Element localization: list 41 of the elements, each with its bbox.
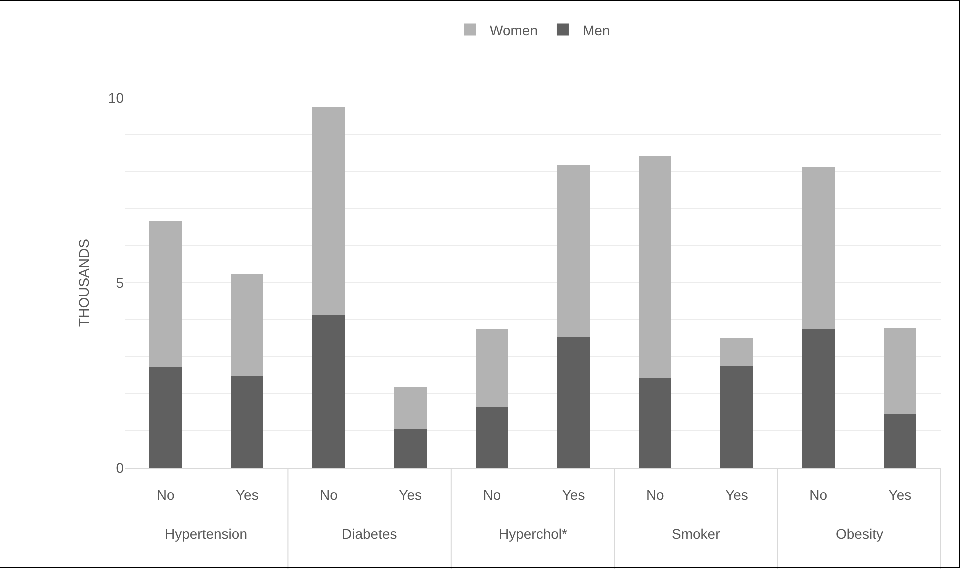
bar — [476, 406, 509, 468]
x-tick-label: Yes — [888, 486, 912, 503]
bar — [394, 387, 427, 429]
bar — [476, 329, 509, 407]
bar — [557, 337, 590, 468]
y-tick-label: 5 — [116, 274, 124, 291]
bar — [802, 167, 835, 330]
text: Smoker — [672, 526, 721, 542]
bar — [231, 376, 264, 468]
y-tick-label: 10 — [108, 90, 124, 106]
x-tick-label: No — [810, 486, 828, 503]
bar — [639, 156, 672, 378]
bar — [149, 368, 182, 468]
bar — [557, 166, 590, 338]
x-tick-label: Yes — [726, 486, 748, 503]
bar — [149, 220, 182, 368]
bar — [312, 315, 346, 468]
bar — [639, 378, 672, 468]
y-axis-title: THOUSANDS — [76, 239, 92, 327]
legend-label: Men — [582, 22, 610, 38]
x-tick-label: No — [646, 486, 665, 503]
bar — [231, 274, 264, 376]
bar — [802, 330, 835, 468]
x-tick-label: No — [156, 486, 175, 503]
bar — [884, 328, 917, 414]
x-tick-label: Yes — [562, 486, 586, 503]
bar — [394, 428, 427, 468]
text: Obesity — [836, 526, 884, 542]
text: Diabetes — [342, 526, 398, 542]
legend-label: Women — [490, 22, 538, 38]
bar — [720, 366, 754, 468]
y-tick-label: 0 — [116, 460, 124, 476]
x-tick-label: Yes — [399, 486, 422, 503]
text: Hypertension — [165, 526, 248, 542]
bar — [312, 107, 346, 316]
bar — [720, 338, 754, 366]
x-tick-label: Yes — [236, 486, 259, 503]
bar — [884, 414, 917, 468]
x-tick-label: No — [320, 486, 338, 503]
x-tick-label: No — [483, 486, 502, 503]
text: Hyperchol* — [499, 526, 568, 542]
